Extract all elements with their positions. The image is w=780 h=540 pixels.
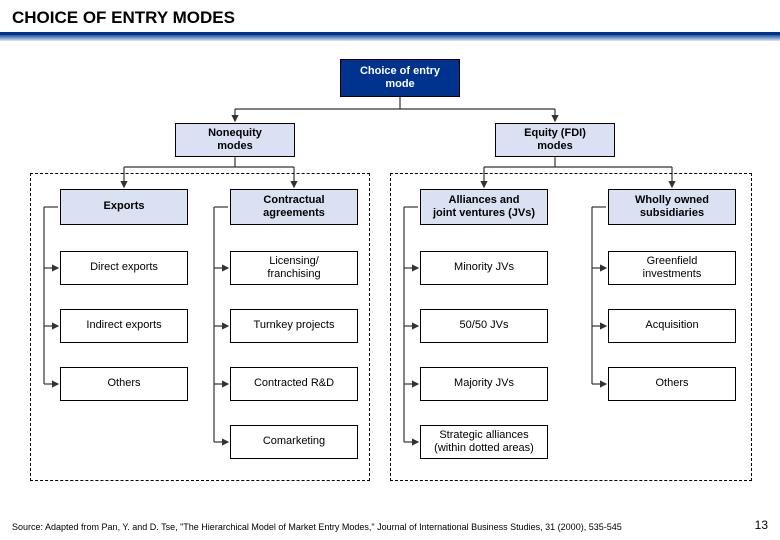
slide-title: CHOICE OF ENTRY MODES: [0, 0, 780, 35]
leaf-3-1: Acquisition: [608, 309, 736, 343]
leaf-2-1: 50/50 JVs: [420, 309, 548, 343]
footer: Source: Adapted from Pan, Y. and D. Tse,…: [12, 518, 768, 532]
leaf-3-0: Greenfieldinvestments: [608, 251, 736, 285]
col-head-0: Exports: [60, 189, 188, 225]
diagram-canvas: Choice of entrymode Nonequitymodes Equit…: [0, 41, 780, 501]
category-equity: Equity (FDI)modes: [495, 123, 615, 157]
col-head-2: Alliances andjoint ventures (JVs): [420, 189, 548, 225]
leaf-0-0: Direct exports: [60, 251, 188, 285]
source-citation: Source: Adapted from Pan, Y. and D. Tse,…: [12, 522, 622, 532]
leaf-2-0: Minority JVs: [420, 251, 548, 285]
leaf-1-0: Licensing/franchising: [230, 251, 358, 285]
leaf-0-1: Indirect exports: [60, 309, 188, 343]
leaf-1-3: Comarketing: [230, 425, 358, 459]
category-nonequity: Nonequitymodes: [175, 123, 295, 157]
leaf-3-2: Others: [608, 367, 736, 401]
col-head-3: Wholly ownedsubsidiaries: [608, 189, 736, 225]
leaf-0-2: Others: [60, 367, 188, 401]
leaf-1-2: Contracted R&D: [230, 367, 358, 401]
leaf-1-1: Turnkey projects: [230, 309, 358, 343]
col-head-1: Contractualagreements: [230, 189, 358, 225]
leaf-2-2: Majority JVs: [420, 367, 548, 401]
page-number: 13: [755, 518, 768, 532]
root-node: Choice of entrymode: [340, 59, 460, 97]
leaf-2-3: Strategic alliances(within dotted areas): [420, 425, 548, 459]
